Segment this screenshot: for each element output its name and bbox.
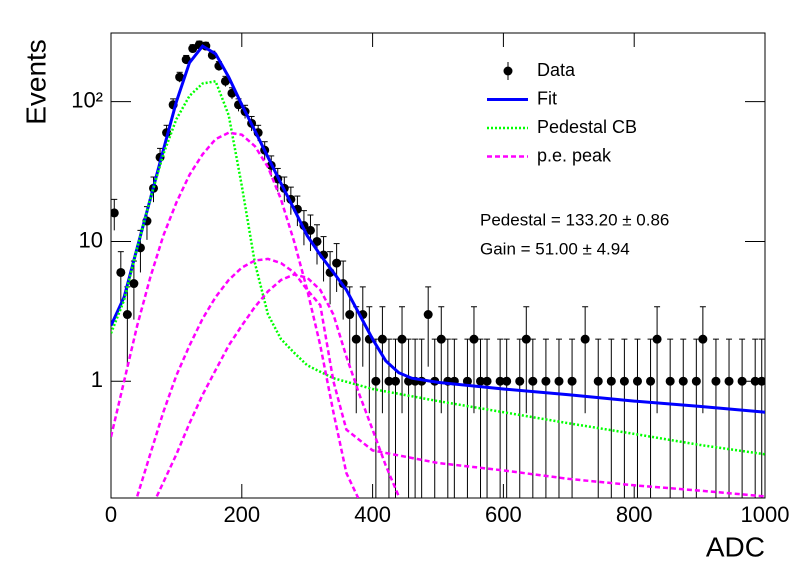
curve	[111, 44, 765, 414]
data-point	[665, 376, 675, 386]
data-point	[691, 376, 701, 386]
plot-area	[111, 40, 765, 498]
data-point	[632, 376, 642, 386]
data-point	[515, 376, 525, 386]
curve	[155, 273, 400, 497]
data-point	[554, 376, 564, 386]
curve	[111, 79, 765, 456]
x-axis-label: ADC	[706, 531, 765, 562]
annotation: Gain = 51.00 ± 4.94	[480, 239, 630, 258]
data-point	[122, 310, 132, 320]
data-point	[397, 334, 407, 344]
curve	[136, 257, 765, 498]
data-point	[502, 376, 512, 386]
data-point	[698, 334, 708, 344]
y-axis-label: Events	[20, 39, 51, 125]
data-point	[580, 334, 590, 344]
x-tick-label: 400	[354, 502, 391, 527]
data-point	[220, 76, 230, 86]
data-point	[111, 208, 119, 218]
data-point	[332, 258, 342, 268]
legend-label: Data	[537, 60, 576, 80]
data-point	[312, 236, 322, 246]
data-point	[606, 376, 616, 386]
data-point	[495, 376, 505, 386]
data-point	[371, 376, 381, 386]
data-point	[462, 376, 472, 386]
data-point	[652, 334, 662, 344]
data-point	[567, 376, 577, 386]
data-point	[711, 376, 721, 386]
data-point	[175, 72, 185, 82]
data-point	[351, 334, 361, 344]
x-tick-label: 0	[105, 502, 117, 527]
curve	[111, 131, 360, 498]
x-tick-label: 1000	[741, 502, 790, 527]
data-point	[750, 376, 760, 386]
data-point	[482, 376, 492, 386]
annotation: Pedestal = 133.20 ± 0.86	[480, 210, 669, 229]
data-point	[528, 376, 538, 386]
data-point	[423, 310, 433, 320]
data-point	[384, 376, 394, 386]
data-point	[724, 376, 734, 386]
legend-label: p.e. peak	[537, 145, 612, 165]
data-point	[116, 267, 126, 277]
y-tick-label: 10²	[71, 87, 103, 112]
data-point	[541, 376, 551, 386]
data-point	[646, 376, 656, 386]
data-point	[469, 334, 479, 344]
plot-frame	[110, 32, 766, 499]
data-point	[593, 376, 603, 386]
x-tick-label: 600	[485, 502, 522, 527]
x-tick-label: 800	[616, 502, 653, 527]
data-point	[619, 376, 629, 386]
legend-label: Fit	[537, 88, 557, 108]
data-point	[305, 225, 315, 235]
data-point	[757, 376, 765, 386]
data-point	[737, 376, 747, 386]
data-point	[390, 376, 400, 386]
data-point	[521, 334, 531, 344]
data-point	[476, 376, 486, 386]
data-point	[188, 44, 198, 54]
data-point	[678, 376, 688, 386]
x-tick-label: 200	[223, 502, 260, 527]
y-tick-label: 10	[79, 227, 103, 252]
data-point	[129, 279, 139, 289]
data-point	[345, 310, 355, 320]
data-point	[377, 334, 387, 344]
y-tick-label: 1	[91, 367, 103, 392]
data-point	[436, 334, 446, 344]
legend-label: Pedestal CB	[537, 117, 637, 137]
